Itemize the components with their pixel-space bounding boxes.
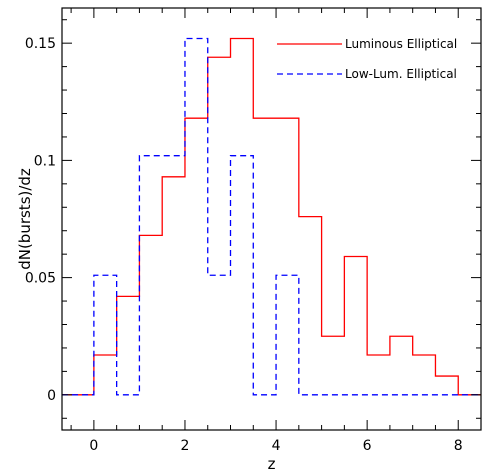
x-tick-label: 0 [89,438,98,454]
x-tick-label: 6 [363,438,372,454]
x-axis-title: z [268,455,276,473]
x-tick-label: 8 [454,438,463,454]
series-line-1 [62,37,481,396]
ticks-layer [62,8,482,430]
x-tick-label: 2 [181,438,190,454]
x-tick-label: 4 [272,438,281,454]
legend-label-1: Low-Lum. Elliptical [345,67,457,81]
y-tick-label: 0.1 [34,153,56,169]
labels-layer: 0 2 4 6 8 0 0.05 0.1 0.15 [25,36,463,454]
y-tick-label: 0 [47,388,56,404]
legend: Luminous Elliptical Low-Lum. Elliptical [277,37,457,81]
plot-frame [61,7,482,431]
y-axis-title: dN(bursts)/dz [16,168,34,270]
y-tick-label: 0.05 [25,271,56,287]
y-tick-label: 0.15 [25,36,56,52]
series-layer [62,37,481,396]
legend-label-0: Luminous Elliptical [345,37,457,51]
series-line-0 [62,37,481,396]
